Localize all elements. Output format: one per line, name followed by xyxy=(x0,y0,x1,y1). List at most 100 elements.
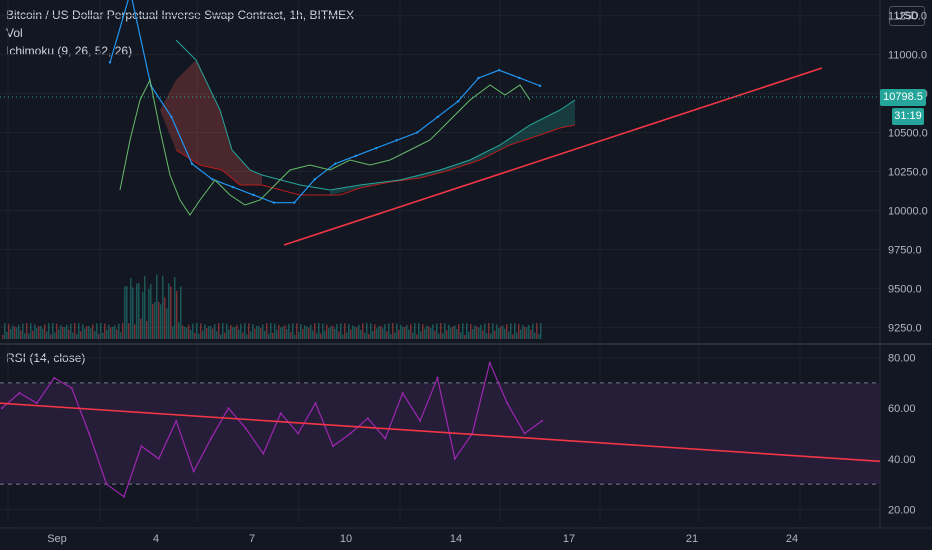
volume-bar xyxy=(242,332,244,339)
volume-bar xyxy=(328,327,330,339)
volume-bar xyxy=(4,323,6,339)
volume-bar xyxy=(330,326,332,339)
volume-bar xyxy=(512,334,514,339)
volume-bar xyxy=(2,335,4,339)
volume-bar xyxy=(526,327,528,339)
volume-bar xyxy=(436,323,438,339)
volume-bar xyxy=(266,323,268,339)
volume-bar xyxy=(10,329,12,339)
volume-bar xyxy=(484,323,486,339)
volume-bar xyxy=(196,323,198,339)
volume-bar xyxy=(136,283,138,339)
volume-bar xyxy=(168,283,170,339)
volume-bar xyxy=(402,327,404,339)
rsi-point xyxy=(541,419,543,422)
price-point xyxy=(252,193,255,197)
kijun-line xyxy=(175,124,576,196)
volume-bar xyxy=(108,324,110,339)
volume-bar xyxy=(404,326,406,339)
rsi-tick-label: 40.00 xyxy=(888,454,916,466)
volume-bar xyxy=(424,328,426,339)
volume-bar xyxy=(408,329,410,339)
volume-bar xyxy=(490,333,492,339)
volume-bar xyxy=(150,284,152,339)
volume-bar xyxy=(452,326,454,339)
currency-button[interactable]: USD xyxy=(889,6,925,26)
volume-bar xyxy=(276,330,278,339)
volume-bar xyxy=(450,327,452,339)
volume-bar xyxy=(290,332,292,339)
price-tick-label: 10000.0 xyxy=(888,205,928,217)
volume-bar xyxy=(296,323,298,339)
volume-bar xyxy=(142,291,144,339)
volume-bar xyxy=(246,334,248,339)
volume-bar xyxy=(248,323,250,339)
volume-bar xyxy=(220,334,222,339)
price-point xyxy=(538,84,542,87)
volume-bar xyxy=(458,323,460,339)
price-tick-label: 11000.0 xyxy=(888,50,927,62)
volume-bar xyxy=(198,333,200,339)
volume-bar xyxy=(480,324,482,339)
volume-bar xyxy=(48,323,50,339)
volume-bar xyxy=(334,328,336,339)
volume-bar xyxy=(532,323,534,339)
price-point xyxy=(170,115,173,119)
volume-bar xyxy=(430,327,432,339)
volume-bar xyxy=(472,329,474,339)
volume-bar xyxy=(414,323,416,339)
volume-bar xyxy=(68,329,70,339)
price-point xyxy=(415,131,419,134)
volume-bar xyxy=(348,323,350,339)
volume-bar xyxy=(312,330,314,339)
volume-bar xyxy=(418,323,420,339)
volume-bar xyxy=(76,334,78,339)
volume-bar xyxy=(468,331,470,339)
volume-bar xyxy=(288,323,290,339)
time-tick-label: 14 xyxy=(450,533,462,545)
volume-bar xyxy=(256,325,258,339)
volume-bar xyxy=(454,325,456,339)
volume-bar xyxy=(156,274,158,339)
volume-bar xyxy=(50,334,52,339)
volume-bar xyxy=(52,323,54,339)
volume-bar xyxy=(78,323,80,339)
volume-bar xyxy=(144,275,146,339)
rsi-point xyxy=(210,437,213,440)
volume-bar xyxy=(124,286,126,339)
time-tick-label: 24 xyxy=(786,533,798,545)
volume-bar xyxy=(176,290,178,339)
volume-bar xyxy=(336,324,338,339)
volume-bar xyxy=(310,324,312,339)
volume-bar xyxy=(258,326,260,339)
vol-legend[interactable]: Vol xyxy=(6,26,23,40)
volume-bar xyxy=(184,326,186,339)
volume-bar xyxy=(530,329,532,339)
volume-bar xyxy=(214,324,216,339)
volume-bar xyxy=(82,324,84,339)
volume-bar xyxy=(134,324,136,339)
rsi-tick-label: 20.00 xyxy=(888,504,916,516)
volume-bar xyxy=(426,325,428,339)
volume-bar xyxy=(244,323,246,339)
rsi-tick-label: 60.00 xyxy=(888,403,916,415)
rsi-band xyxy=(0,382,880,485)
volume-bar xyxy=(498,327,500,339)
volume-bar xyxy=(380,325,382,339)
price-point xyxy=(436,115,439,119)
chart-title: Bitcoin / US Dollar Perpetual Inverse Sw… xyxy=(6,8,355,22)
price-point xyxy=(190,162,194,165)
volume-bar xyxy=(410,323,412,339)
price-point xyxy=(497,68,501,72)
volume-bar xyxy=(192,323,194,339)
volume-bar xyxy=(38,326,40,339)
rsi-point xyxy=(488,361,491,364)
volume-bar xyxy=(506,324,508,339)
price-point xyxy=(354,154,357,158)
volume-bar xyxy=(238,329,240,339)
volume-bar xyxy=(318,323,320,339)
volume-bar xyxy=(488,323,490,339)
price-point xyxy=(456,100,460,103)
volume-bar xyxy=(286,329,288,339)
